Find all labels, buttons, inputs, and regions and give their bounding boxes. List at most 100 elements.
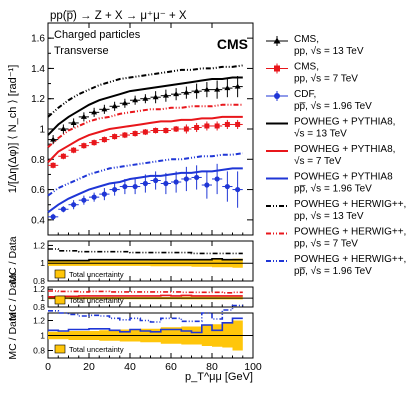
legend-label-line1: POWHEG + HERWIG++, [294, 227, 406, 238]
cms13-data-point [152, 94, 159, 100]
cdf-data-point [101, 191, 107, 197]
ratio-ylabel-2: MC / Data [7, 273, 19, 320]
main-y-tick-label: 1.6 [31, 34, 45, 45]
legend-label-line2: pp̅, √s = 1.96 TeV [294, 100, 372, 112]
cdf-data-point [204, 182, 210, 188]
legend-entry-hw196: POWHEG + HERWIG++,pp̅, √s = 1.96 TeV [266, 254, 406, 277]
cms7-data-point [101, 137, 107, 143]
main-y-tick-label: 1.4 [31, 64, 45, 75]
legend-entry-cdf: CDF,pp̅, √s = 1.96 TeV [266, 89, 372, 112]
legend-marker [273, 37, 281, 44]
cms7-data-point [194, 124, 200, 130]
cdf-data-point [60, 206, 66, 212]
cdf-data-point [91, 194, 97, 200]
legend-entry-py13: POWHEG + PYTHIA8,√s = 13 TeV [266, 117, 395, 140]
cms7-data-point [224, 121, 230, 127]
legend-label-line1: CMS, [294, 62, 319, 73]
cms7-data-point [214, 123, 220, 129]
legend-label-line1: CDF, [294, 89, 316, 100]
cms13-data-point [142, 95, 149, 101]
ratio-y-tick-label: 1.2 [33, 284, 45, 294]
legend-marker [274, 65, 280, 72]
legend-entry-cms13: CMS,pp, √s = 13 TeV [266, 34, 364, 57]
main-y-tick-label: 1 [39, 125, 45, 136]
legend-label-line1: POWHEG + HERWIG++, [294, 254, 406, 265]
cdf-data-point [224, 183, 230, 190]
y-axis-label: 1/[Δη(Δφ)] ⟨ N_ch ⟩ [rad⁻¹] [7, 65, 19, 194]
legend-label-line1: CMS, [294, 34, 319, 45]
ratio-y-tick-label: 1.2 [33, 316, 45, 326]
cms13-data-point [203, 86, 210, 92]
herwig-13tev-curve [47, 64, 243, 118]
legend-label-line2: pp̅, √s = 1.96 TeV [294, 265, 372, 277]
ratio-y-tick-label: 1.2 [33, 240, 45, 250]
uncertainty-label: Total uncertainty [69, 270, 124, 279]
legend-label-line2: pp, √s = 7 TeV [294, 73, 358, 85]
cms7-data-point [122, 132, 128, 138]
uncertainty-label: Total uncertainty [69, 296, 124, 305]
cms13-data-point [101, 106, 108, 112]
legend-label-line1: POWHEG + HERWIG++, [294, 199, 406, 210]
uncertainty-swatch [54, 295, 66, 305]
cms13-data-point [183, 89, 190, 95]
legend-entry-hw13: POWHEG + HERWIG++,pp, √s = 13 TeV [266, 199, 406, 222]
cms13-data-point [60, 126, 67, 131]
ratio-pythia8-curve [48, 294, 243, 298]
cdf-data-point [183, 176, 189, 182]
cms13-data-point [91, 109, 98, 115]
cms13-data-point [224, 85, 231, 91]
cms13-data-point [50, 136, 57, 142]
legend-label-line1: POWHEG + PYTHIA8, [294, 117, 395, 128]
x-tick-label: 0 [45, 361, 51, 373]
legend-label-line2: √s = 13 TeV [294, 128, 347, 140]
cms7-data-point [112, 134, 118, 140]
cdf-data-point [71, 202, 77, 208]
ratio-herwig-curve [48, 304, 243, 323]
ratio-ylabel-3: MC / Data [7, 312, 19, 359]
legend-entry-py7: POWHEG + PYTHIA8,√s = 7 TeV [266, 144, 395, 167]
legend-label-line1: POWHEG + PYTHIA8 [294, 172, 393, 183]
x-axis-label: p_T^μμ [GeV] [185, 371, 253, 383]
cms7-data-point [204, 123, 210, 129]
x-tick-label: 100 [244, 361, 262, 373]
x-tick-label: 20 [83, 361, 95, 373]
herwig-7tev-curve [47, 103, 243, 148]
main-plot-panel [47, 22, 254, 236]
cms7-data-point [153, 128, 159, 134]
legend-label-line2: √s = 7 TeV [294, 155, 342, 167]
cms7-data-point [173, 126, 179, 132]
ratio-y-tick-label: 1 [40, 293, 45, 303]
ratio-pythia8-curve [48, 317, 243, 334]
ratio-herwig-curve [48, 248, 243, 255]
cms7-data-point [142, 129, 148, 135]
main-y-tick-label: 1.2 [31, 94, 45, 105]
uncertainty-swatch [54, 269, 66, 279]
cms7-data-point [50, 162, 56, 168]
cdf-data-point [122, 183, 128, 190]
pythia8-13tev-curve [47, 76, 243, 136]
legend-entry-hw7: POWHEG + HERWIG++,pp, √s = 7 TeV [266, 227, 406, 250]
cms7-data-point [81, 143, 87, 149]
ratio-herwig-curve [48, 290, 243, 294]
cdf-data-point [81, 197, 87, 203]
ratio-y-tick-label: 1 [40, 331, 45, 341]
cms13-data-point [214, 86, 221, 92]
herwig-196tev-curve [47, 152, 243, 197]
ratio-y-tick-label: 0.8 [33, 346, 45, 356]
x-tick-label: 60 [165, 361, 177, 373]
cms7-data-point [183, 126, 189, 132]
ratio-pythia8-curve [48, 258, 243, 262]
uncertainty-swatch [54, 344, 66, 354]
cdf-data-point [214, 176, 220, 182]
legend-label-line2: pp, √s = 13 TeV [294, 210, 364, 222]
main-y-tick-label: 0.6 [31, 185, 45, 196]
process-label: pp(p̅) → Z + X → μ⁺μ⁻ + X [50, 10, 187, 22]
cms7-data-point [235, 121, 241, 127]
cms13-data-point [234, 83, 241, 89]
cms7-data-point [132, 131, 138, 137]
ratio-y-tick-label: 0.8 [33, 302, 45, 312]
experiment-label: CMS [217, 36, 248, 52]
ratio-panel-7tev: Total uncertainty [47, 286, 254, 308]
cms13-data-point [193, 88, 200, 94]
ratio-ylabel-1: MC / Data [7, 236, 19, 283]
